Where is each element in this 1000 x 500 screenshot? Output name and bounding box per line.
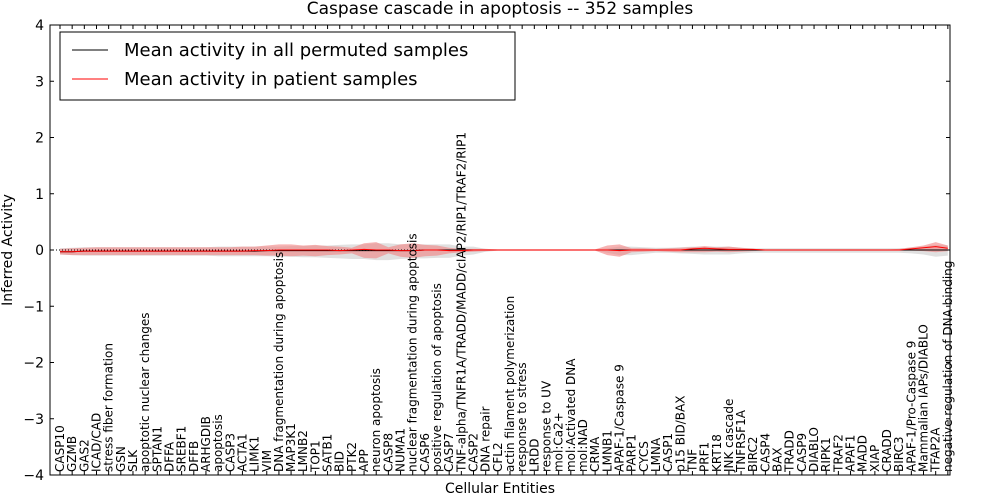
- x-category-label: response to UV: [539, 380, 553, 472]
- x-category-label: GSN: [114, 446, 128, 472]
- y-axis-ticks: −4 −3 −2 −1 0 1 2 3 4: [23, 18, 950, 484]
- x-category-label: ICAD/CAD: [89, 413, 103, 472]
- x-category-label: CASP4: [758, 433, 772, 472]
- legend: Mean activity in all permuted samples Mea…: [59, 31, 516, 101]
- x-category-label: apoptosis: [211, 414, 225, 472]
- x-category-label: positive regulation of apoptosis: [430, 283, 444, 472]
- x-category-label: TOP1: [308, 440, 322, 473]
- x-category-label: CFL2: [491, 442, 505, 472]
- x-category-label: neuron apoptosis: [369, 368, 383, 472]
- x-category-label: CASP10: [53, 425, 67, 472]
- x-category-label: SREBF1: [175, 426, 189, 472]
- x-category-label: CASP8: [381, 433, 395, 472]
- x-category-label: CASP9: [795, 433, 809, 472]
- x-category-label: LMNB2: [296, 430, 310, 472]
- x-category-label: TNF: [685, 449, 699, 473]
- x-category-label: BIRC3: [892, 436, 906, 472]
- x-category-label: MADD: [856, 435, 870, 472]
- x-category-label: DNA fragmentation during apoptosis: [272, 252, 286, 472]
- x-category-label: TNF-alpha/TNFR1A/TRADD/MADD/cIAP2/RIP1/T…: [454, 132, 468, 473]
- x-category-label: CASP2: [467, 433, 481, 472]
- x-category-label: TRAF2: [831, 434, 845, 473]
- x-category-label: PRF1: [698, 442, 712, 472]
- x-category-label: LMNA: [649, 437, 663, 472]
- x-category-label: APP: [357, 449, 371, 472]
- x-category-label: BAX: [771, 447, 785, 472]
- x-category-label: SATB1: [321, 434, 335, 472]
- x-category-label: GZMB: [65, 436, 79, 472]
- x-category-label: DFFA: [162, 441, 176, 472]
- y-tick-label: 0: [35, 243, 44, 259]
- x-category-label: RIPK1: [819, 437, 833, 472]
- x-category-label: response to stress: [515, 362, 529, 472]
- y-tick-label: −2: [23, 356, 44, 372]
- y-tick-label: −1: [23, 299, 44, 315]
- x-category-label: LMNB1: [600, 430, 614, 472]
- x-category-label: DFFB: [187, 441, 201, 472]
- x-category-label: SLK: [126, 449, 140, 472]
- x-category-label: TRADD: [783, 430, 797, 473]
- x-category-label: APAF1: [844, 435, 858, 472]
- x-category-label: CASP7: [442, 433, 456, 472]
- x-category-label: stress fiber formation: [102, 343, 116, 472]
- x-category-label: mol:NAD: [576, 419, 590, 472]
- x-category-label: CASP3: [223, 433, 237, 472]
- x-category-label: mol:Activated DNA: [564, 358, 578, 472]
- y-tick-label: 1: [35, 187, 44, 203]
- series-line-2: [60, 246, 948, 253]
- x-category-label: Mammalian IAPs/DIABLO: [917, 324, 931, 472]
- x-category-label: XIAP: [868, 445, 882, 472]
- x-category-label: NUMA1: [394, 428, 408, 472]
- x-category-label: KRT18: [710, 434, 724, 472]
- legend-label-2: Mean activity in patient samples: [124, 69, 418, 90]
- x-category-label: CYCS: [637, 441, 651, 472]
- x-category-label: CASP1: [661, 433, 675, 472]
- legend-label-1: Mean activity in all permuted samples: [124, 40, 468, 61]
- x-axis-label: Cellular Entities: [445, 481, 555, 497]
- series-lines: [60, 246, 948, 253]
- y-tick-label: −3: [23, 412, 44, 428]
- y-tick-label: 4: [35, 18, 44, 34]
- x-category-label: PTK2: [345, 442, 359, 472]
- x-category-label: CRMA: [588, 436, 602, 472]
- x-category-label: MAP3K1: [284, 423, 298, 472]
- x-category-label: VIM: [260, 450, 274, 472]
- x-category-label: LRDD: [527, 438, 541, 472]
- x-category-label: SPTAN1: [150, 426, 164, 472]
- x-category-label: CRADD: [880, 429, 894, 472]
- y-tick-label: 2: [35, 131, 44, 147]
- x-category-label: BIRC2: [746, 436, 760, 472]
- x-category-label: nuclear fragmentation during apoptosis: [406, 233, 420, 472]
- x-category-label: APAF-1/Caspase 9: [612, 364, 626, 472]
- x-category-label: mol:Ca2+: [552, 412, 566, 472]
- x-category-label: apoptotic nuclear changes: [138, 313, 152, 472]
- x-category-label: actin filament polymerization: [503, 296, 517, 472]
- x-category-label: DIABLO: [807, 427, 821, 472]
- x-category-label: TNFRSF1A: [734, 409, 748, 473]
- x-category-label: ARHGDIB: [199, 416, 213, 472]
- x-category-label: TFAP2A: [929, 427, 943, 473]
- y-tick-label: −4: [23, 468, 44, 484]
- x-category-label: JNK cascade: [722, 399, 736, 473]
- legend-box: [59, 31, 516, 101]
- x-category-label: negative regulation of DNA binding: [941, 261, 955, 472]
- x-category-label: APAF-1/Pro-Caspase 9: [904, 341, 918, 472]
- x-category-label: DNA repair: [479, 406, 493, 472]
- x-category-label: LIMK1: [248, 436, 262, 472]
- chart-title: Caspase cascade in apoptosis -- 352 samp…: [307, 0, 694, 19]
- x-category-label: p15 BID/BAX: [673, 396, 687, 472]
- x-category-label: CASP6: [418, 433, 432, 472]
- y-axis-label: Inferred Activity: [0, 194, 16, 306]
- x-category-label: BID: [333, 451, 347, 472]
- y-tick-label: 3: [35, 74, 44, 90]
- x-category-label: GAS2: [77, 439, 91, 472]
- x-category-label: ACTA1: [235, 433, 249, 472]
- x-category-label: PARP1: [625, 434, 639, 472]
